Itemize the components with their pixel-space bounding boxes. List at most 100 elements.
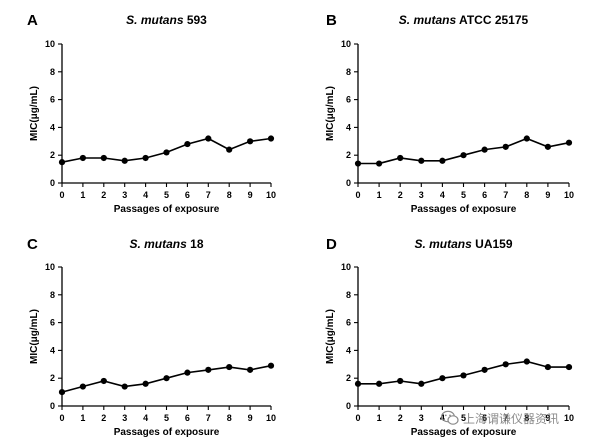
data-point xyxy=(523,135,530,142)
x-tick-label: 1 xyxy=(377,413,382,423)
x-tick-label: 10 xyxy=(266,190,276,200)
data-point xyxy=(142,380,149,387)
data-point xyxy=(247,138,254,145)
data-point xyxy=(439,375,446,382)
chart-title: S. mutans ATCC 25175 xyxy=(399,13,529,27)
panel-letter: C xyxy=(27,236,38,253)
y-axis-label: MIC(μg/mL) xyxy=(29,86,40,141)
chart-title-species: S. mutans xyxy=(414,237,472,251)
x-axis-label: Passages of exposure xyxy=(411,427,517,438)
x-tick-label: 9 xyxy=(248,190,253,200)
y-tick-label: 10 xyxy=(341,262,351,272)
panel-letter: D xyxy=(326,236,337,253)
data-point xyxy=(79,154,86,162)
data-point xyxy=(397,154,404,162)
data-point xyxy=(163,375,170,382)
y-tick-label: 8 xyxy=(346,290,351,300)
chart-title-species: S. mutans xyxy=(126,13,184,27)
x-tick-label: 2 xyxy=(398,413,403,423)
x-tick-label: 1 xyxy=(80,190,85,200)
data-point xyxy=(100,154,107,162)
x-tick-label: 5 xyxy=(461,190,466,200)
y-tick-label: 0 xyxy=(346,178,351,188)
x-tick-label: 0 xyxy=(355,190,360,200)
x-tick-label: 7 xyxy=(503,413,508,423)
series-line xyxy=(358,137,570,165)
data-point xyxy=(397,377,404,385)
x-tick-label: 10 xyxy=(564,190,574,200)
data-point xyxy=(121,157,128,164)
y-axis-label: MIC(μg/mL) xyxy=(325,86,336,141)
y-tick-label: 6 xyxy=(50,318,55,328)
chart-panel-b: B S. mutans ATCC 25175 0 2 4 6 8 10 0 1 2 3 4 5 6 7 8 9 10… xyxy=(325,12,574,215)
data-point xyxy=(58,159,66,166)
data-point xyxy=(481,366,488,373)
x-tick-label: 7 xyxy=(206,413,211,423)
y-tick-label: 6 xyxy=(346,95,351,105)
x-tick-label: 7 xyxy=(503,190,508,200)
x-tick-label: 9 xyxy=(545,190,550,200)
chart-title-species: S. mutans xyxy=(129,237,187,251)
data-point xyxy=(79,383,86,390)
chart-panel-c: C S. mutans 18 0 2 4 6 8 10 0 1 2 3 4 5 6 7 8 9 10 Passages… xyxy=(27,236,276,438)
y-tick-label: 2 xyxy=(346,373,351,383)
chart-title-strain: UA159 xyxy=(472,237,513,251)
data-point xyxy=(460,372,467,379)
chart-title-strain: 593 xyxy=(184,13,208,27)
data-point xyxy=(502,361,509,368)
y-tick-label: 8 xyxy=(50,67,55,77)
data-point xyxy=(523,358,530,365)
x-tick-label: 1 xyxy=(80,413,85,423)
x-tick-label: 7 xyxy=(206,190,211,200)
data-point xyxy=(418,157,425,164)
x-tick-label: 10 xyxy=(266,413,276,423)
data-point xyxy=(100,377,107,385)
x-axis-label: Passages of exposure xyxy=(114,427,220,438)
x-tick-label: 0 xyxy=(59,413,64,423)
x-tick-label: 6 xyxy=(185,190,190,200)
data-point xyxy=(354,160,362,167)
y-tick-label: 4 xyxy=(50,122,55,132)
data-point xyxy=(184,369,191,376)
x-tick-label: 4 xyxy=(143,190,148,200)
data-point xyxy=(226,363,233,371)
chart-title-species: S. mutans xyxy=(399,13,457,27)
x-tick-label: 10 xyxy=(564,413,574,423)
x-tick-label: 3 xyxy=(122,190,127,200)
data-point xyxy=(544,363,552,371)
x-tick-label: 2 xyxy=(101,190,106,200)
x-tick-label: 8 xyxy=(524,190,529,200)
watermark-text: 上海谓谦仪器资讯 xyxy=(463,411,560,426)
x-tick-label: 5 xyxy=(164,413,169,423)
data-point xyxy=(418,380,425,387)
data-point xyxy=(121,383,128,390)
y-tick-label: 4 xyxy=(50,345,55,355)
chart-title-strain: ATCC 25175 xyxy=(456,13,528,27)
x-tick-label: 3 xyxy=(419,190,424,200)
x-tick-label: 6 xyxy=(185,413,190,423)
data-point xyxy=(565,363,573,371)
y-tick-label: 2 xyxy=(50,150,55,160)
y-tick-label: 0 xyxy=(50,178,55,188)
panel-letter: A xyxy=(27,12,38,29)
x-axis-label: Passages of exposure xyxy=(411,204,517,215)
y-tick-label: 8 xyxy=(346,67,351,77)
data-point xyxy=(439,157,446,164)
data-point xyxy=(481,146,488,153)
data-point xyxy=(354,380,362,387)
y-tick-label: 0 xyxy=(50,401,55,411)
data-point xyxy=(163,149,170,156)
x-tick-label: 9 xyxy=(248,413,253,423)
y-tick-label: 0 xyxy=(346,401,351,411)
data-point xyxy=(58,389,66,396)
y-axis-label: MIC(μg/mL) xyxy=(29,309,40,364)
x-tick-label: 5 xyxy=(164,190,169,200)
x-tick-label: 0 xyxy=(59,190,64,200)
y-tick-label: 8 xyxy=(50,290,55,300)
y-axis-label: MIC(μg/mL) xyxy=(325,309,336,364)
data-point xyxy=(205,135,212,142)
data-point xyxy=(565,139,573,146)
y-tick-label: 4 xyxy=(346,122,351,132)
chart-panel-a: A S. mutans 593 0 2 4 6 8 10 0 1 2 3 4 5 6 7 8 9 10 Passage… xyxy=(27,12,276,215)
